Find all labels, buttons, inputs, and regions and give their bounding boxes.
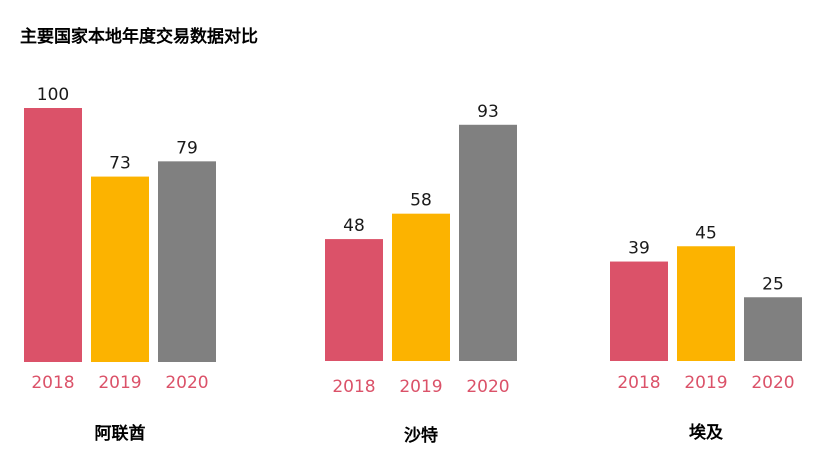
bar-2-0 bbox=[610, 261, 668, 361]
value-label: 79 bbox=[176, 138, 198, 158]
bar-0-1 bbox=[91, 176, 149, 362]
value-label: 100 bbox=[37, 85, 69, 105]
year-tick-label: 2019 bbox=[98, 373, 141, 393]
year-tick-label: 2018 bbox=[332, 377, 375, 397]
bar-2-1 bbox=[677, 246, 735, 361]
bar-1-2 bbox=[459, 124, 517, 361]
year-tick-label: 2018 bbox=[31, 373, 74, 393]
bar-0-0 bbox=[24, 108, 82, 362]
bar-2-2 bbox=[744, 297, 802, 361]
value-label: 73 bbox=[109, 154, 131, 174]
year-tick-label: 2020 bbox=[466, 377, 509, 397]
chart-title: 主要国家本地年度交易数据对比 bbox=[20, 27, 258, 47]
value-label: 45 bbox=[695, 223, 717, 243]
bar-1-0 bbox=[325, 239, 383, 361]
year-tick-label: 2019 bbox=[684, 373, 727, 393]
year-tick-label: 2019 bbox=[399, 377, 442, 397]
value-label: 25 bbox=[762, 274, 784, 294]
bar-0-2 bbox=[158, 161, 216, 362]
country-label: 埃及 bbox=[689, 422, 724, 443]
value-label: 93 bbox=[477, 102, 499, 122]
value-label: 58 bbox=[410, 191, 432, 211]
year-tick-label: 2020 bbox=[751, 373, 794, 393]
country-label: 沙特 bbox=[404, 425, 438, 446]
country-label: 阿联酋 bbox=[95, 423, 146, 444]
value-label: 39 bbox=[628, 239, 650, 259]
year-tick-label: 2020 bbox=[165, 373, 208, 393]
year-tick-label: 2018 bbox=[617, 373, 660, 393]
value-label: 48 bbox=[343, 216, 365, 236]
bar-1-1 bbox=[392, 213, 450, 361]
